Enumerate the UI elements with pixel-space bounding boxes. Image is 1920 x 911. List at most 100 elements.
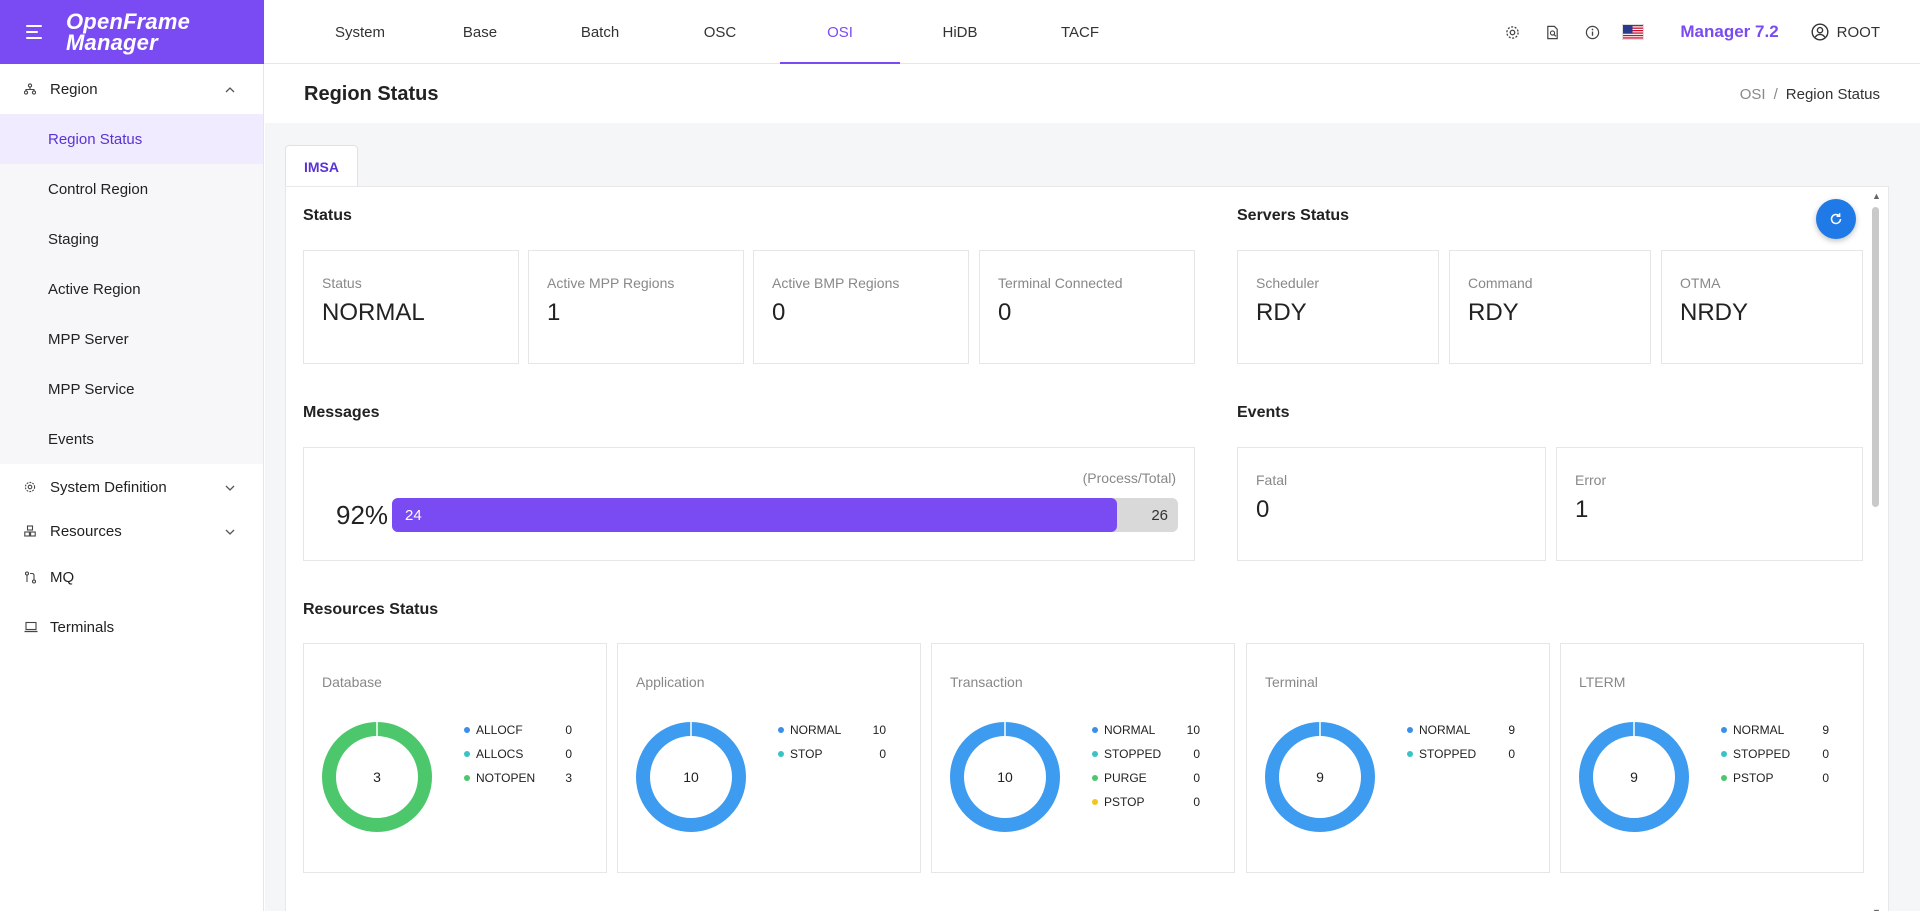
sidebar-item-events[interactable]: Events: [48, 430, 94, 448]
scrollbar-thumb[interactable]: [1872, 207, 1879, 507]
legend-value: 0: [1508, 747, 1515, 761]
active-bmp-card: Active BMP Regions 0: [753, 250, 969, 364]
sidebar-region-items: Region Status Control Region Staging Act…: [0, 114, 263, 464]
sidebar-item-terminals[interactable]: Terminals: [0, 602, 263, 652]
legend-dot: [1721, 775, 1727, 781]
legend-dot: [1092, 727, 1098, 733]
transaction-resource-label: Transaction: [950, 674, 1023, 690]
application-donut-total: 10: [683, 769, 699, 785]
database-donut-chart: 3: [322, 722, 432, 832]
error-card: Error 1: [1556, 447, 1863, 561]
legend-item: STOP 0: [778, 742, 886, 766]
messages-progress-fill: [392, 498, 1118, 532]
legend-dot: [1092, 799, 1098, 805]
refresh-button[interactable]: [1816, 199, 1856, 239]
tab-batch[interactable]: Batch: [580, 23, 620, 41]
legend-label: PURGE: [1104, 771, 1147, 785]
user-menu[interactable]: ROOT: [1811, 23, 1880, 41]
legend-item: PURGE 0: [1092, 766, 1200, 790]
sidebar-item-region-status[interactable]: Region Status: [0, 114, 263, 164]
sidebar-item-staging[interactable]: Staging: [48, 230, 99, 248]
messages-total-count: 26: [1151, 507, 1168, 524]
legend-value: 0: [1193, 747, 1200, 761]
top-right-tools: Manager 7.2 ROOT: [1492, 0, 1880, 64]
tab-hidb[interactable]: HiDB: [942, 23, 978, 41]
top-tabs: System Base Batch OSC OSI HiDB TACF: [300, 0, 1140, 64]
legend-dot: [1721, 751, 1727, 757]
scheduler-value: RDY: [1256, 299, 1307, 326]
legend-item: ALLOCS 0: [464, 742, 572, 766]
legend-item: STOPPED 0: [1407, 742, 1515, 766]
sidebar-group-resources[interactable]: Resources: [0, 510, 263, 552]
application-donut-chart: 10: [636, 722, 746, 832]
transaction-donut-chart: 10: [950, 722, 1060, 832]
scheduler-label: Scheduler: [1256, 275, 1320, 291]
page-title: Region Status: [304, 82, 439, 105]
legend-item: STOPPED 0: [1092, 742, 1200, 766]
chevron-down-icon: [225, 524, 235, 538]
top-bar: System Base Batch OSC OSI HiDB TACF Mana…: [264, 0, 1920, 64]
application-legend: NORMAL 10 STOP 0: [778, 718, 886, 766]
tab-osi[interactable]: OSI: [780, 0, 900, 64]
breadcrumb: OSI / Region Status: [1740, 86, 1880, 103]
tab-system[interactable]: System: [334, 23, 385, 41]
sidebar-item-mq[interactable]: MQ: [0, 552, 263, 602]
resources-section-title: Resources Status: [303, 601, 439, 618]
application-resource-label: Application: [636, 674, 705, 690]
sidebar-item-mpp-service[interactable]: MPP Service: [48, 380, 135, 398]
version-label: Manager 7.2: [1680, 22, 1779, 41]
scroll-down-icon[interactable]: ▼: [1872, 907, 1881, 911]
breadcrumb-parent[interactable]: OSI: [1739, 85, 1766, 103]
menu-icon[interactable]: [26, 25, 46, 39]
sidebar-group-region[interactable]: Region: [0, 64, 263, 114]
tab-imsa[interactable]: IMSA: [285, 145, 358, 187]
transaction-resource-card: Transaction 10 NORMAL 10 STOPPED 0 PURGE 0 PSTOP…: [931, 643, 1235, 873]
user-icon: [1811, 23, 1829, 41]
legend-value: 9: [1508, 723, 1515, 737]
terminal-resource-label: Terminal: [1265, 674, 1318, 690]
legend-label: PSTOP: [1104, 795, 1145, 809]
legend-label: NORMAL: [1733, 723, 1785, 737]
info-icon[interactable]: [1572, 12, 1612, 52]
legend-value: 0: [565, 747, 572, 761]
scroll-up-icon[interactable]: ▲: [1872, 191, 1881, 201]
us-flag-icon[interactable]: [1622, 24, 1645, 40]
settings-icon[interactable]: [1492, 12, 1532, 52]
legend-value: 10: [1186, 723, 1200, 737]
legend-label: PSTOP: [1733, 771, 1774, 785]
tab-base[interactable]: Base: [462, 23, 498, 41]
active-mpp-value: 1: [547, 299, 561, 326]
sidebar-item-active-region[interactable]: Active Region: [48, 280, 141, 298]
legend-item: NORMAL 9: [1407, 718, 1515, 742]
legend-label: ALLOCS: [476, 747, 524, 761]
legend-dot: [778, 727, 784, 733]
vertical-scrollbar[interactable]: ▲ ▼: [1872, 191, 1881, 911]
sidebar-item-control-region[interactable]: Control Region: [48, 180, 149, 198]
terminal-connected-label: Terminal Connected: [998, 275, 1123, 291]
status-card: Status NORMAL: [303, 250, 519, 364]
command-label: Command: [1468, 275, 1533, 291]
tab-tacf[interactable]: TACF: [1060, 23, 1100, 41]
document-search-icon[interactable]: [1532, 12, 1572, 52]
terminal-donut-chart: 9: [1265, 722, 1375, 832]
legend-item: ALLOCF 0: [464, 718, 572, 742]
terminal-donut-total: 9: [1316, 769, 1324, 785]
status-section-title: Status: [303, 207, 352, 224]
legend-value: 0: [1822, 747, 1829, 761]
error-label: Error: [1575, 472, 1607, 488]
sidebar-item-terminals-label: Terminals: [50, 618, 115, 636]
transaction-legend: NORMAL 10 STOPPED 0 PURGE 0 PSTOP 0: [1092, 718, 1200, 814]
legend-value: 0: [565, 723, 572, 737]
legend-dot: [1407, 727, 1413, 733]
sidebar-group-system-definition[interactable]: System Definition: [0, 464, 263, 510]
command-card: Command RDY: [1449, 250, 1651, 364]
otma-label: OTMA: [1680, 275, 1721, 291]
legend-label: NORMAL: [790, 723, 842, 737]
application-resource-card: Application 10 NORMAL 10 STOP 0: [617, 643, 921, 873]
scheduler-card: Scheduler RDY: [1237, 250, 1439, 364]
database-donut-total: 3: [373, 769, 381, 785]
tab-osc[interactable]: OSC: [703, 23, 737, 41]
sidebar-item-mpp-server[interactable]: MPP Server: [48, 330, 129, 348]
app-title-line1: OpenFrame: [66, 9, 191, 34]
legend-value: 0: [1822, 771, 1829, 785]
